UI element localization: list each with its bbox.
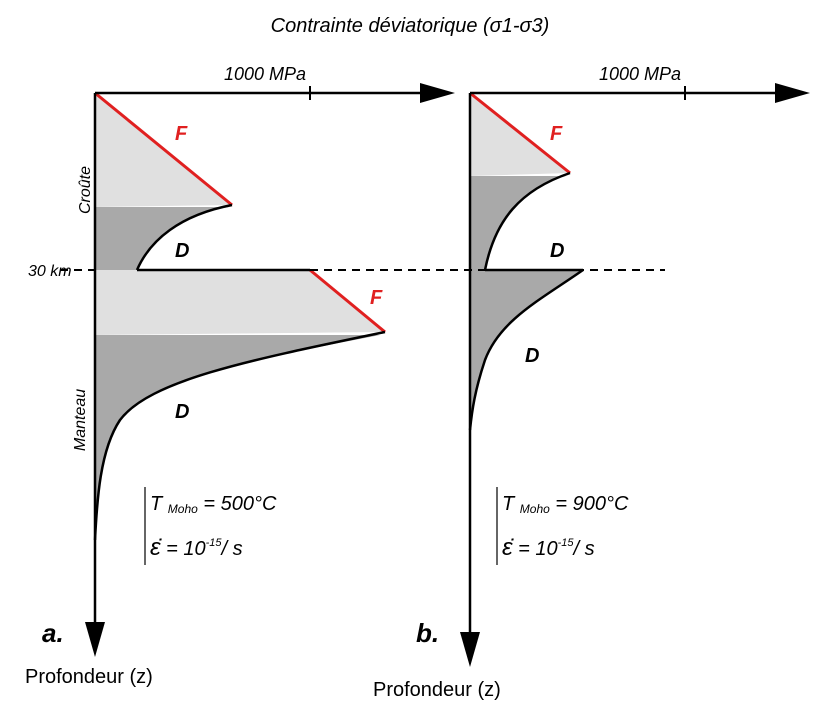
value: = 10 — [166, 538, 205, 560]
ductile-zone — [470, 176, 566, 270]
temperature: T Moho = 900°C — [502, 493, 629, 518]
ductile-zone — [470, 270, 583, 430]
panel-label: a. — [42, 618, 64, 648]
f-label: F — [370, 287, 383, 309]
ductile-zone — [95, 335, 380, 540]
friction-line — [309, 268, 386, 334]
unit: / s — [572, 538, 595, 560]
value: = 900°C — [555, 493, 629, 515]
d-label: D — [525, 345, 539, 367]
layer-label: Manteau — [72, 389, 89, 451]
f-label: F — [175, 123, 188, 145]
scale-label: 1000 MPa — [599, 64, 681, 84]
brittle-zone — [95, 270, 385, 335]
exponent: -15 — [558, 537, 575, 549]
symbol: T — [502, 493, 516, 515]
arrow — [85, 622, 105, 657]
symbol: ε̇ — [502, 534, 515, 561]
value: = 500°C — [203, 493, 277, 515]
strain-rate: ε̇ = 10-15/ s — [502, 534, 595, 561]
scale-label: 1000 MPa — [224, 64, 306, 84]
d-label: D — [175, 401, 189, 423]
title: Contrainte déviatorique (σ1-σ3) — [271, 15, 550, 37]
d-label: D — [175, 240, 189, 262]
friction-line — [94, 91, 233, 207]
ductile-zone — [95, 207, 229, 270]
strain-rate: ε̇ = 10-15/ s — [150, 534, 243, 561]
arrow — [460, 632, 480, 667]
friction-line — [469, 91, 571, 175]
ductile-curve — [93, 330, 386, 541]
arrow — [775, 83, 810, 103]
layer-label: Croûte — [77, 166, 94, 214]
exponent: -15 — [206, 537, 223, 549]
panel-label: b. — [416, 618, 439, 648]
arrow — [420, 83, 455, 103]
symbol: ε̇ — [150, 534, 163, 561]
value: = 10 — [518, 538, 557, 560]
d-label: D — [550, 240, 564, 262]
ductile-curve — [468, 268, 584, 431]
subscript: Moho — [520, 502, 550, 516]
temperature: T Moho = 500°C — [150, 493, 277, 518]
ductile-curve — [135, 203, 233, 271]
subscript: Moho — [168, 502, 198, 516]
unit: / s — [220, 538, 243, 560]
depth-label: Profondeur (z) — [25, 666, 153, 688]
depth-label: Profondeur (z) — [373, 679, 501, 701]
ductile-curve — [483, 171, 571, 271]
f-label: F — [550, 123, 563, 145]
moho-depth: 30 km — [28, 263, 72, 280]
symbol: T — [150, 493, 164, 515]
